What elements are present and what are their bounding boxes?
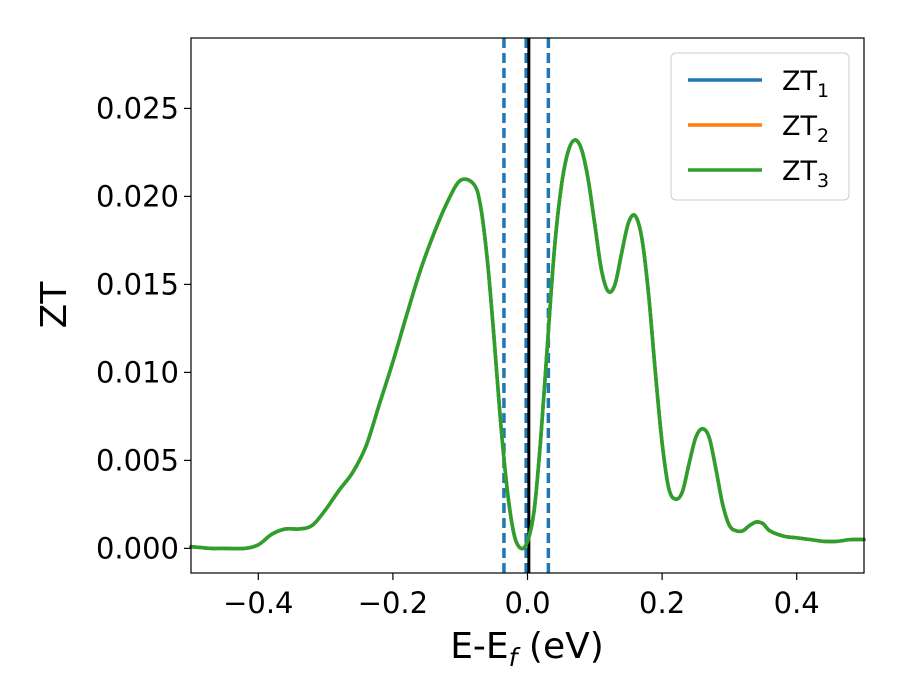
series-lines	[189, 138, 866, 551]
legend-label-zt2: ZT2	[782, 111, 829, 147]
y-tick-label: 0.015	[96, 267, 179, 301]
x-tick-label: 0.0	[504, 586, 550, 620]
y-axis-ticks: 0.000 0.005 0.010 0.015 0.020 0.025	[96, 91, 191, 565]
y-tick-label: 0.020	[96, 179, 179, 213]
series-line-zt3	[189, 138, 866, 551]
y-axis-title: ZT	[34, 281, 75, 329]
x-tick-label: −0.4	[223, 586, 293, 620]
y-tick-label: 0.000	[96, 531, 179, 565]
x-tick-label: −0.2	[358, 586, 428, 620]
y-tick-label: 0.010	[96, 355, 179, 389]
x-axis-ticks: −0.4 −0.2 0.0 0.2 0.4	[223, 573, 820, 620]
x-axis-title: E-Ef (eV)	[450, 626, 604, 672]
y-tick-label: 0.005	[96, 443, 179, 477]
reference-lines	[502, 38, 551, 573]
x-tick-label: 0.2	[639, 586, 685, 620]
legend-label-zt3: ZT3	[782, 156, 829, 192]
legend: ZT1 ZT2 ZT3	[670, 52, 850, 201]
x-tick-label: 0.4	[774, 586, 820, 620]
y-tick-label: 0.025	[96, 91, 179, 125]
legend-label-zt1: ZT1	[782, 66, 829, 102]
